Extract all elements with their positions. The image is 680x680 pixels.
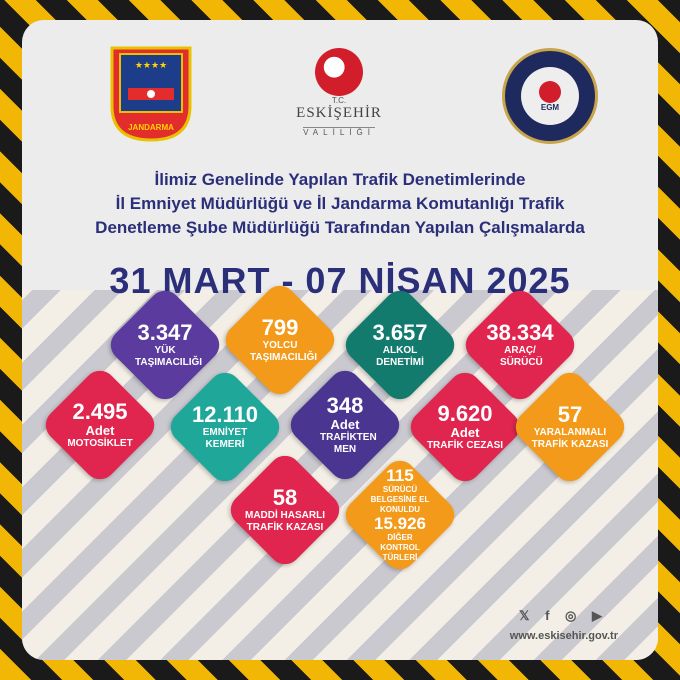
svg-text:★★★★: ★★★★	[135, 60, 167, 70]
headline: İlimiz Genelinde Yapılan Trafik Denetiml…	[22, 168, 658, 240]
stat-text: 57	[557, 402, 583, 427]
stat-surucu-belgesi: 115 SÜRÜCÜ BELGESİNE EL KONULDU 15.926 DİĞE…	[338, 453, 462, 577]
stat-text: 348	[326, 393, 364, 418]
stat-text: MADDİ HASARLI TRAFİK KAZASI	[245, 510, 325, 533]
emniyet-logo: EGM	[502, 48, 598, 144]
website-url[interactable]: www.eskisehir.gov.tr	[509, 630, 618, 642]
stat-text: ARAÇ/ SÜRÜCÜ	[500, 345, 543, 368]
stat-text: Adet	[330, 417, 360, 432]
stat-yuk-tasimaciligi: 3.347 YÜK TAŞIMACILIĞI	[103, 283, 227, 407]
stat-text: 38.334	[486, 320, 554, 345]
stat-arac-surucu: 38.334 ARAÇ/ SÜRÜCÜ	[458, 283, 582, 407]
valilik-sub: VALİLİĞİ	[303, 127, 375, 137]
headline-line-1: İlimiz Genelinde Yapılan Trafik Denetiml…	[154, 170, 526, 189]
valilik-city: ESKİŞEHİR	[296, 105, 382, 121]
stat-text: 58	[272, 485, 298, 510]
stat-text: TRAFİK CEZASI	[426, 440, 504, 451]
egm-text: EGM	[540, 102, 560, 112]
stat-motosiklet: 2.495 Adet MOTOSİKLET	[38, 363, 162, 487]
valilik-logo: T.C. ESKİŞEHİR VALİLİĞİ	[294, 48, 384, 140]
stat-yolcu-tasimaciligi: 799 YOLCU TAŞIMACILIĞI	[218, 278, 342, 402]
stat-text: 3.657	[372, 320, 428, 345]
stat-emniyet-kemeri: 12.110 EMNİYET KEMERİ	[163, 365, 287, 489]
stat-text: 15.926	[374, 514, 426, 533]
infographic-panel: ★★★★ JANDARMA T.C. ESKİŞEHİR VALİLİĞİ EG…	[22, 20, 658, 660]
stat-maddi-hasarli-kaza: 58 MADDİ HASARLI TRAFİK KAZASI	[223, 448, 347, 572]
stat-text: 3.347	[137, 320, 193, 345]
headline-line-3: Denetleme Şube Müdürlüğü Tarafından Yapı…	[95, 218, 585, 237]
stat-text: Adet	[450, 425, 480, 440]
valilik-tc: T.C.	[331, 96, 347, 105]
stat-text: DİĞER KONTROL TÜRLERİ	[380, 533, 420, 562]
stat-text: YÜK TAŞIMACILIĞI	[135, 345, 203, 368]
stat-text: 12.110	[191, 402, 259, 427]
svg-text:JANDARMA: JANDARMA	[128, 123, 174, 132]
headline-line-2: İl Emniyet Müdürlüğü ve İl Jandarma Komu…	[115, 194, 565, 213]
stat-text: SÜRÜCÜ BELGESİNE EL KONULDU	[370, 485, 430, 514]
police-star-icon	[539, 80, 561, 103]
valilik-emblem-icon	[315, 48, 363, 96]
stat-text: 115	[386, 466, 414, 485]
stat-trafik-cezasi: 9.620 Adet TRAFİK CEZASI	[403, 365, 527, 489]
stat-yaralanmali-kaza: 57 YARALANMALI TRAFİK KAZASI	[508, 365, 632, 489]
stat-text: 9.620	[437, 401, 493, 426]
stat-text: YARALANMALI TRAFİK KAZASI	[531, 427, 609, 450]
jandarma-logo: ★★★★ JANDARMA	[110, 46, 192, 142]
stat-text: 799	[261, 315, 299, 340]
stat-text: Adet	[85, 423, 115, 438]
stat-text: 2.495	[72, 399, 128, 424]
social-icons[interactable]: 𝕏 f ◎ ▶	[519, 608, 608, 623]
stat-text: YOLCU TAŞIMACILIĞI	[250, 340, 318, 363]
stat-text: EMNİYET KEMERİ	[202, 427, 248, 450]
stat-text: MOTOSİKLET	[67, 438, 133, 449]
